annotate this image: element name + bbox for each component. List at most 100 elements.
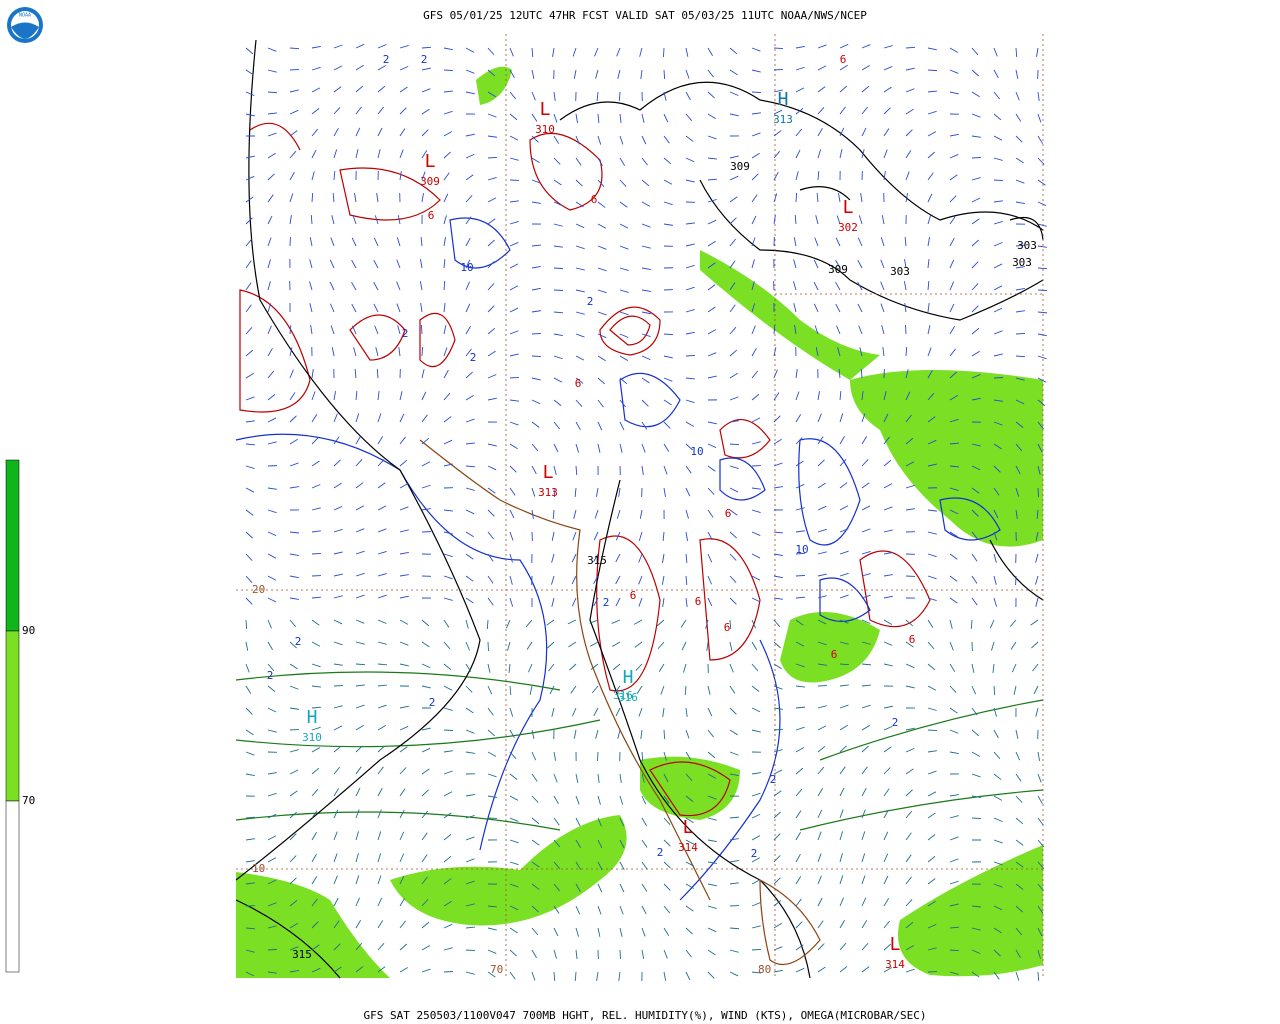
wind-barb — [905, 899, 913, 907]
wind-barb — [487, 465, 497, 471]
wind-barb — [1010, 641, 1017, 650]
wind-barb — [663, 465, 668, 475]
wind-barb — [751, 619, 757, 629]
wind-barb — [245, 69, 254, 76]
wind-barb — [465, 303, 471, 313]
wind-barb — [773, 553, 783, 556]
wind-barb — [267, 597, 277, 603]
wind-barb — [1015, 157, 1024, 164]
wind-barb — [619, 817, 625, 827]
wind-barb — [333, 853, 338, 863]
wind-barb — [773, 215, 776, 225]
wind-barb — [590, 663, 599, 670]
wind-barb — [1013, 685, 1017, 695]
wind-barb — [729, 971, 739, 977]
wind-barb — [245, 304, 252, 313]
wind-barb — [1037, 927, 1043, 937]
wind-barb — [509, 927, 518, 934]
wind-barb — [883, 767, 891, 775]
wind-barb — [927, 416, 936, 423]
wind-barb — [531, 465, 537, 475]
wind-barb — [546, 619, 555, 626]
wind-barb — [289, 946, 299, 951]
wind-barb — [1036, 509, 1039, 520]
wind-barb — [355, 149, 359, 159]
wind-barb — [663, 883, 671, 891]
wind-barb — [619, 179, 627, 187]
wind-barb — [487, 350, 496, 357]
wind-barb — [1015, 751, 1021, 761]
wind-barb — [421, 945, 431, 951]
wind-barb — [905, 854, 912, 863]
wind-barb — [553, 817, 560, 826]
wind-barb — [817, 436, 824, 445]
wind-barb — [729, 420, 739, 423]
wind-barb — [658, 663, 665, 672]
wind-barb — [311, 641, 321, 647]
wind-barb — [641, 179, 650, 187]
wind-barb — [333, 551, 343, 555]
wind-barb — [245, 509, 254, 516]
wind-barb — [267, 857, 277, 863]
wind-barb — [443, 834, 452, 841]
wind-barb — [729, 619, 732, 630]
wind-barb — [465, 153, 475, 159]
wind-barb — [619, 883, 625, 893]
wind-barb — [311, 853, 317, 863]
wind-barb — [377, 550, 387, 555]
wind-barb — [355, 724, 364, 731]
wind-barb — [857, 237, 863, 247]
wind-barb — [949, 348, 956, 357]
wind-barb — [399, 788, 406, 797]
logo-text: NOAA — [19, 13, 31, 19]
wind-barb — [551, 531, 555, 541]
height-label: 315 — [292, 948, 312, 961]
wind-barb — [443, 280, 446, 291]
wind-barb — [993, 839, 1003, 844]
wind-barb — [707, 971, 715, 979]
wind-barb — [817, 170, 820, 181]
wind-barb — [883, 529, 893, 533]
wind-barb — [993, 729, 999, 739]
center-symbol: H — [778, 89, 789, 110]
wind-barb — [619, 245, 629, 250]
wind-barb — [685, 91, 691, 101]
wind-barb — [927, 791, 937, 797]
center-symbol: L — [683, 817, 694, 838]
wind-barb — [993, 353, 1003, 357]
wind-barb — [419, 281, 423, 291]
wind-barb — [421, 727, 431, 731]
wind-barb — [707, 751, 716, 759]
height-label: 316 — [613, 689, 633, 702]
wind-barb — [883, 574, 893, 577]
wind-barb — [839, 482, 848, 489]
wind-barb — [355, 550, 365, 555]
wind-barb — [355, 619, 365, 624]
wind-barb — [309, 259, 313, 269]
wind-barb — [707, 817, 717, 821]
wind-barb — [333, 127, 339, 137]
wind-barb — [611, 641, 621, 647]
wind-barb — [751, 729, 761, 733]
wind-barb — [465, 371, 473, 379]
wind-barb — [553, 245, 563, 248]
wind-barb — [377, 920, 384, 929]
wind-barb — [663, 443, 670, 452]
wind-barb — [685, 264, 695, 269]
wind-barb — [663, 157, 672, 165]
wind-barb — [971, 261, 979, 269]
wind-barb — [795, 685, 805, 688]
wind-barb — [839, 85, 848, 93]
wind-barb — [971, 817, 982, 820]
wind-barb — [309, 237, 313, 247]
contour-label: 6 — [909, 633, 916, 646]
wind-barb — [883, 552, 893, 555]
wind-barb — [575, 443, 580, 453]
wind-barb — [773, 575, 783, 579]
wind-barb — [707, 375, 717, 379]
wind-barb — [509, 685, 512, 696]
wind-barb — [549, 685, 555, 695]
center-symbol: L — [890, 934, 901, 955]
wind-barb — [971, 197, 981, 203]
wind-barb — [971, 91, 980, 98]
